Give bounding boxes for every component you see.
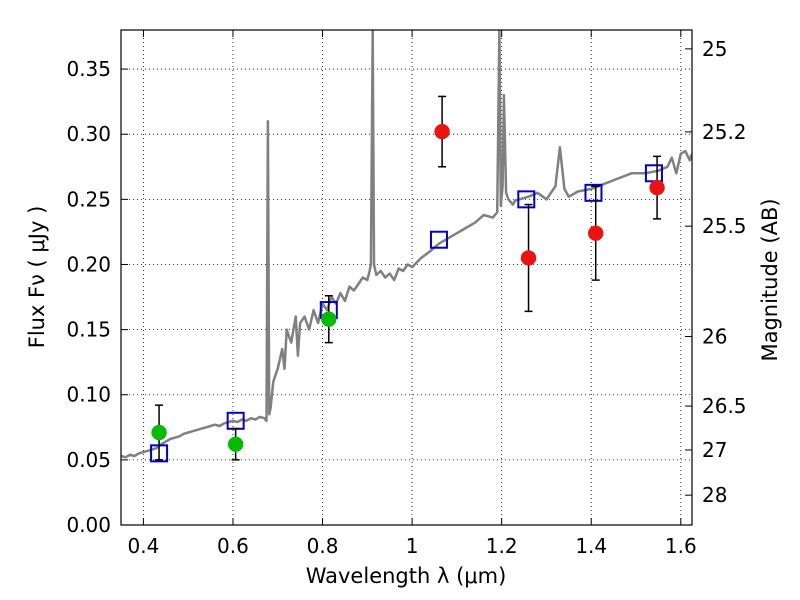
- series-layer: [121, 30, 692, 459]
- model-square-marker: [429, 230, 448, 249]
- y-tick-label: 0.20: [66, 252, 111, 276]
- markers: [150, 95, 665, 463]
- ticks: [121, 30, 692, 526]
- data-point: [649, 179, 665, 196]
- y-tick-label: 0.00: [66, 513, 111, 537]
- y-tick-label-right: 25: [702, 37, 727, 61]
- x-tick-label: 0.4: [127, 534, 159, 558]
- y-tick-label: 0.35: [66, 57, 111, 81]
- x-tick-label: 0.8: [307, 534, 339, 558]
- model-square-marker: [584, 183, 603, 202]
- data-point: [434, 123, 450, 140]
- model-square-marker: [517, 190, 536, 209]
- data-point: [151, 424, 167, 441]
- y-axis-label: Flux Fν ( μJy ): [25, 206, 49, 349]
- y-tick-label-right: 25.5: [702, 214, 747, 238]
- y-axis-label-right: Magnitude (AB): [758, 198, 782, 361]
- y-tick-label: 0.05: [66, 448, 111, 472]
- plot-background: [121, 30, 692, 525]
- y-tick-label: 0.30: [66, 122, 111, 146]
- y-tick-label: 0.25: [66, 187, 111, 211]
- x-axis-label: Wavelength λ (μm): [306, 564, 507, 588]
- data-point: [587, 225, 604, 241]
- y-tick-label-right: 28: [702, 483, 727, 507]
- plot-frame: [120, 29, 693, 526]
- x-tick-label: 0.6: [217, 534, 249, 558]
- y-tick-label: 0.10: [66, 383, 111, 407]
- sed-line: [121, 30, 692, 459]
- x-tick-label: 1.4: [575, 534, 607, 558]
- y-tick-label-right: 26: [702, 325, 727, 349]
- y-tick-label-right: 27: [702, 438, 727, 462]
- y-tick-label: 0.15: [66, 318, 111, 342]
- y-tick-label-right: 26.5: [702, 394, 747, 418]
- x-tick-label: 1.2: [486, 534, 518, 558]
- x-tick-label: 1: [406, 534, 419, 558]
- data-point: [227, 436, 244, 452]
- x-tick-label: 1.6: [665, 534, 697, 558]
- data-point: [321, 311, 337, 327]
- data-point: [520, 250, 537, 266]
- y-tick-label-right: 25.2: [702, 120, 747, 144]
- tick-labels: 0.4 0.6 0.8 1 1.2 1.4 1.6 0.00 0.05 0.10 0.15 0.20 0…: [66, 37, 746, 558]
